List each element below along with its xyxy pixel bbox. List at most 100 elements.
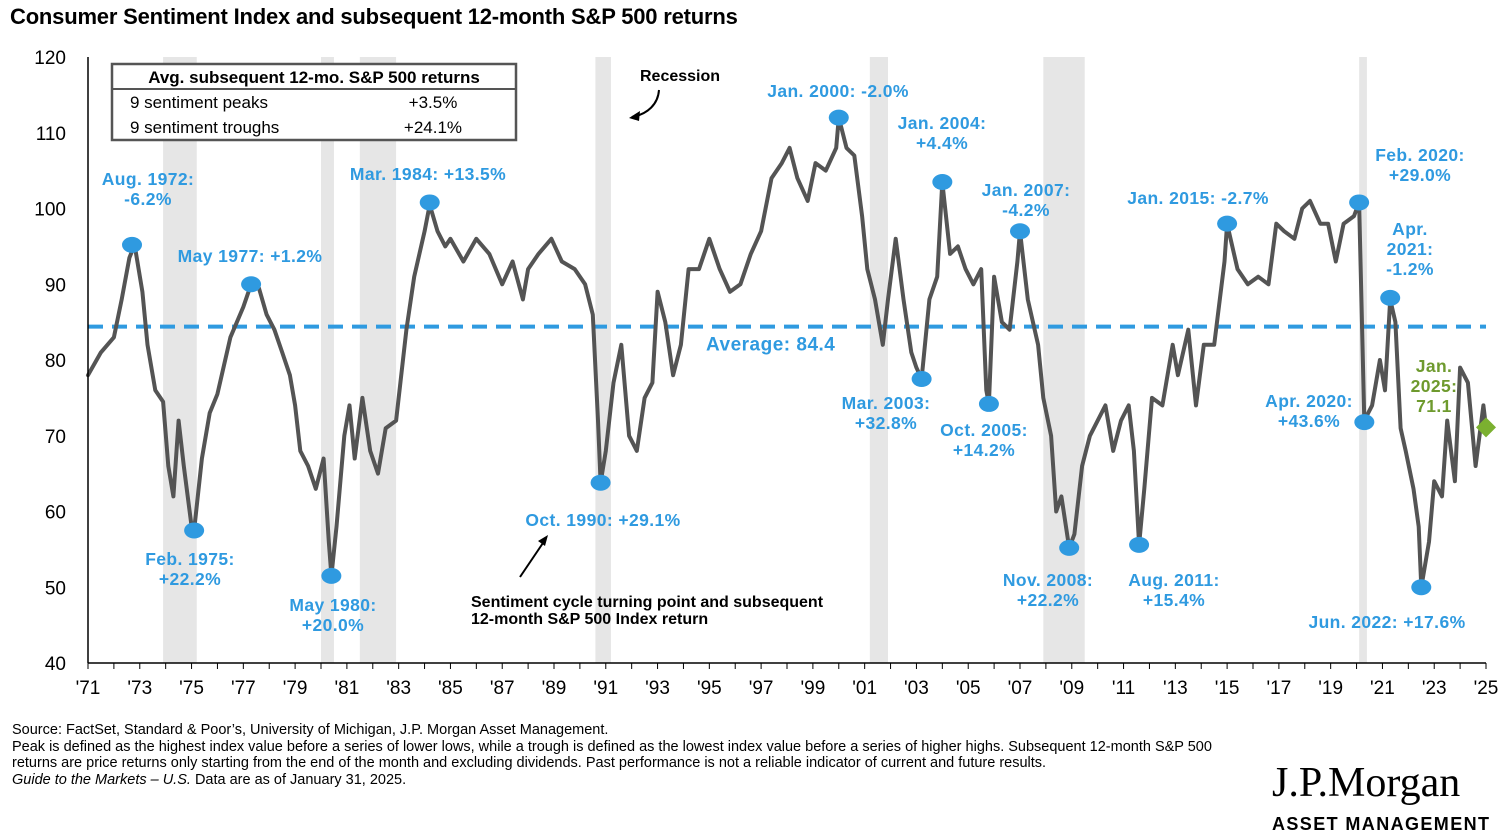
- legend-box: Avg. subsequent 12-mo. S&P 500 returns 9 …: [110, 62, 518, 142]
- x-tick-label-2001: '01: [852, 678, 877, 699]
- label-feb-1975-line-1: +22.2%: [159, 569, 221, 589]
- guide-title: Guide to the Markets – U.S.: [12, 771, 191, 788]
- turning-point-arrow-line: [519, 539, 546, 578]
- x-tick-label-1981: '81: [335, 678, 360, 699]
- label-mar-1984: Mar. 1984: +13.5%: [350, 164, 506, 184]
- x-tick-label-1977: '77: [231, 678, 256, 699]
- label-apr-2021: Apr. 2021: -1.2%: [1386, 219, 1434, 279]
- marker-apr-2021: [1380, 289, 1401, 306]
- label-aug-2011-line-1: +15.4%: [1143, 590, 1205, 610]
- marker-feb-2020: [1349, 194, 1370, 211]
- y-tick-label-80: 80: [45, 351, 66, 372]
- series-group: [86, 115, 1488, 590]
- x-tick-label-2023: '23: [1422, 678, 1447, 699]
- x-tick-label-1997: '97: [749, 678, 774, 699]
- label-apr-2021-line-1: 2021:: [1387, 239, 1434, 259]
- marker-jan-2015: [1217, 215, 1238, 232]
- source-note: Source: FactSet, Standard & Poor’s, Univ…: [12, 722, 609, 738]
- x-tick-label-2019: '19: [1318, 678, 1343, 699]
- label-jan-2015: Jan. 2015: -2.7%: [1127, 188, 1269, 208]
- y-tick-label-50: 50: [45, 578, 66, 599]
- x-tick-label-2025: '25: [1474, 678, 1499, 699]
- x-tick-label-1975: '75: [179, 678, 204, 699]
- label-jun-2022: Jun. 2022: +17.6%: [1308, 612, 1465, 632]
- x-tick-label-1979: '79: [283, 678, 308, 699]
- x-tick-label-1973: '73: [127, 678, 152, 699]
- legend-row-label-1: 9 sentiment troughs: [130, 118, 279, 137]
- y-tick-label-70: 70: [45, 427, 66, 448]
- label-mar-2003-line-0: Mar. 2003:: [842, 393, 931, 413]
- marker-jan-2007: [1010, 223, 1030, 240]
- chart-title: Consumer Sentiment Index and subsequent …: [10, 4, 738, 29]
- label-jan-2025: Jan. 2025: 71.1: [1411, 356, 1458, 416]
- x-tick-label-2003: '03: [904, 678, 929, 699]
- y-tick-label-40: 40: [45, 654, 66, 675]
- marker-mar-2003: [911, 370, 932, 387]
- x-tick-label-1985: '85: [438, 678, 463, 699]
- x-tick-label-2009: '09: [1059, 678, 1084, 699]
- logo-subtitle: ASSET MANAGEMENT: [1272, 814, 1491, 834]
- label-oct-1990-line-0: Oct. 1990: +29.1%: [525, 510, 680, 530]
- marker-may-1977: [241, 276, 262, 293]
- jpmorgan-logo: J.P.Morgan ASSET MANAGEMENT: [1272, 760, 1504, 835]
- markers-group: [122, 109, 1496, 596]
- legend-row-value-0: +3.5%: [409, 93, 458, 112]
- axes-group: 40 50 60 70 80 90 100 110 120 '71 '73 '75 '77 '79 '81 '…: [34, 48, 1498, 699]
- label-jan-2025-line-2: 71.1: [1416, 396, 1452, 416]
- marker-apr-2020: [1354, 414, 1375, 431]
- y-tick-label-100: 100: [34, 200, 66, 221]
- marker-oct-2005: [978, 395, 999, 412]
- label-jan-2004-line-0: Jan. 2004:: [898, 113, 987, 133]
- label-aug-1972: Aug. 1972: -6.2%: [102, 169, 195, 209]
- marker-aug-2011: [1129, 536, 1150, 553]
- label-apr-2021-line-0: Apr.: [1392, 219, 1428, 239]
- marker-mar-1984: [419, 194, 440, 211]
- label-nov-2008-line-1: +22.2%: [1017, 590, 1079, 610]
- x-tick-label-1999: '99: [801, 678, 826, 699]
- label-may-1977-line-0: May 1977: +1.2%: [178, 246, 323, 266]
- label-apr-2020-line-1: +43.6%: [1278, 411, 1340, 431]
- legend-header: Avg. subsequent 12-mo. S&P 500 returns: [148, 68, 480, 87]
- notes-group: Recession Sentiment cycle turning point a…: [471, 68, 824, 628]
- x-tick-label-1993: '93: [645, 678, 670, 699]
- x-tick-label-1983: '83: [386, 678, 411, 699]
- marker-feb-1975: [184, 522, 205, 539]
- x-tick-label-2005: '05: [956, 678, 981, 699]
- label-jan-2007: Jan. 2007: -4.2%: [982, 180, 1071, 220]
- recession-band-4: [869, 57, 888, 663]
- label-may-1977: May 1977: +1.2%: [178, 246, 323, 266]
- legend-row-value-1: +24.1%: [404, 118, 462, 137]
- label-mar-2003: Mar. 2003: +32.8%: [842, 393, 931, 433]
- legend-frame: [110, 62, 518, 142]
- x-tick-label-2013: '13: [1163, 678, 1188, 699]
- recession-band-3: [595, 57, 611, 663]
- label-jan-2000-line-0: Jan. 2000: -2.0%: [767, 81, 909, 101]
- marker-jan-2000: [828, 109, 849, 126]
- logo-wordmark: J.P.Morgan: [1272, 760, 1461, 806]
- turning-point-arrowhead: [538, 535, 548, 546]
- labels-group: Aug. 1972: -6.2%Feb. 1975: +22.2%May 1977:…: [102, 81, 1465, 635]
- label-nov-2008-line-0: Nov. 2008:: [1003, 570, 1093, 590]
- label-jun-2022-line-0: Jun. 2022: +17.6%: [1308, 612, 1465, 632]
- recession-band-5: [1043, 57, 1085, 663]
- recession-band-1: [321, 57, 334, 663]
- marker-may-1980: [321, 567, 342, 584]
- x-tick-label-1995: '95: [697, 678, 722, 699]
- data-date-note: Guide to the Markets – U.S. Data are as …: [12, 772, 1222, 789]
- label-jan-2007-line-1: -4.2%: [1002, 200, 1050, 220]
- label-jan-2000: Jan. 2000: -2.0%: [767, 81, 909, 101]
- x-tick-label-2007: '07: [1008, 678, 1033, 699]
- x-tick-label-2021: '21: [1370, 678, 1395, 699]
- label-aug-2011: Aug. 2011: +15.4%: [1128, 570, 1220, 610]
- label-may-1980-line-1: +20.0%: [302, 615, 364, 635]
- legend-row-label-0: 9 sentiment peaks: [130, 93, 268, 112]
- label-aug-1972-line-1: -6.2%: [124, 189, 172, 209]
- label-feb-2020-line-1: +29.0%: [1389, 165, 1451, 185]
- label-aug-2011-line-0: Aug. 2011:: [1128, 570, 1220, 590]
- definition-note: Peak is defined as the highest index val…: [12, 738, 1212, 772]
- label-apr-2020-line-0: Apr. 2020:: [1265, 391, 1353, 411]
- recession-band-2: [359, 57, 397, 663]
- x-tick-label-2011: '11: [1112, 678, 1135, 699]
- label-jan-2004: Jan. 2004: +4.4%: [898, 113, 987, 153]
- chart-svg: Average: 84.4 40 50 60 70 80 90 100 110 120 '71 '7…: [34, 48, 1498, 699]
